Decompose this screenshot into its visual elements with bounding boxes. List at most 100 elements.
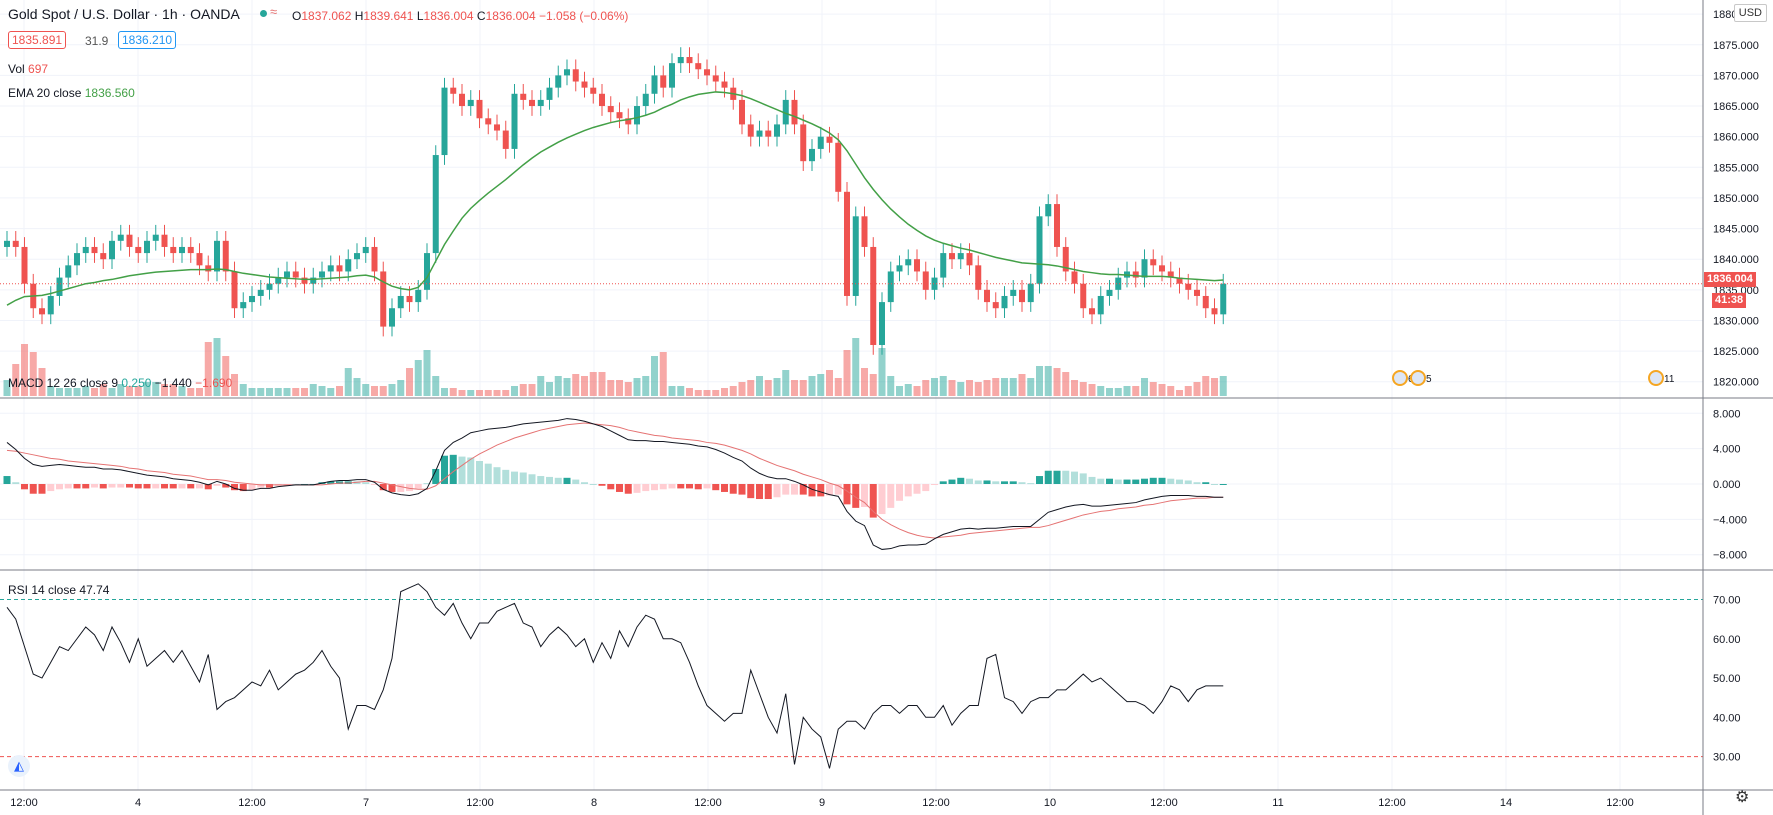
macd-legend[interactable]: MACD 12 26 close 9 0.250 −1.440 −1.690	[8, 376, 233, 390]
candle-body	[1045, 204, 1052, 217]
macd-histogram-bar	[782, 484, 790, 495]
volume-bar	[458, 390, 466, 396]
ema-legend[interactable]: EMA 20 close 1836.560	[8, 86, 135, 100]
macd-histogram-bar	[248, 484, 256, 491]
candle-body	[257, 289, 264, 296]
volume-bar	[73, 388, 81, 396]
candle-body	[476, 99, 483, 119]
volume-bar	[983, 380, 991, 396]
volume-legend[interactable]: Vol 697	[8, 62, 49, 76]
candle-body	[756, 130, 763, 137]
volume-bar	[939, 376, 947, 396]
volume-bar	[519, 384, 527, 396]
volume-bar	[826, 370, 833, 396]
candle-body	[56, 277, 63, 296]
tradingview-logo-icon[interactable]: ◭	[8, 755, 30, 777]
candle-body	[502, 130, 509, 149]
volume-bar	[274, 388, 282, 396]
x-tick-label: 10	[1044, 797, 1056, 809]
candle-body	[896, 265, 903, 272]
volume-bar	[441, 388, 448, 396]
candle-body	[800, 124, 807, 162]
volume-bar	[974, 382, 982, 396]
candle-body	[380, 271, 387, 327]
volume-bar	[1123, 386, 1131, 396]
macd-histogram-bar	[581, 482, 588, 484]
volume-bar	[686, 388, 693, 396]
volume-bar	[38, 368, 46, 396]
volume-bar	[292, 388, 300, 396]
volume-bar	[213, 338, 221, 396]
candle-body	[686, 57, 693, 64]
volume-bar	[196, 388, 203, 396]
macd-histogram-bar	[73, 484, 81, 489]
macd-histogram-bar	[257, 484, 265, 488]
candle-body	[109, 240, 115, 260]
macd-histogram-bar	[607, 484, 615, 490]
volume-bar	[134, 386, 142, 396]
macd-histogram-bar	[12, 482, 20, 484]
candle-body	[152, 234, 159, 241]
candle-body	[940, 253, 947, 278]
volume-bar	[887, 376, 895, 396]
macd-histogram-bar	[169, 484, 177, 489]
ema-line	[6, 91, 1224, 306]
candle-body	[774, 124, 780, 137]
candle-body	[74, 253, 80, 266]
volume-bar	[651, 356, 658, 396]
candle-body	[721, 81, 728, 88]
ask-price-button[interactable]: 1836.210	[118, 31, 177, 49]
y-tick-label: 8.000	[1713, 408, 1741, 420]
candle-body	[572, 69, 579, 82]
macd-histogram-bar	[747, 484, 755, 499]
macd-histogram-bar	[134, 484, 142, 489]
volume-bar	[747, 380, 755, 396]
volume-bar	[1114, 388, 1122, 396]
macd-histogram-bar	[1097, 478, 1105, 484]
macd-histogram-bar	[896, 484, 903, 501]
macd-histogram-bar	[791, 484, 798, 495]
y-tick-label: 1840.000	[1713, 254, 1759, 266]
candle-body	[1211, 308, 1218, 315]
macd-histogram-bar	[266, 484, 273, 488]
macd-histogram-bar	[1009, 481, 1017, 484]
candle-body	[240, 302, 247, 309]
volume-bar	[1044, 366, 1052, 396]
candle-body	[222, 240, 229, 272]
volume-bar	[773, 378, 781, 396]
macd-histogram-bar	[738, 484, 746, 495]
volume-bar	[318, 386, 326, 396]
rsi-legend[interactable]: RSI 14 close 47.74	[8, 583, 110, 597]
candle-body	[345, 259, 352, 272]
event-flag-5[interactable]: 5	[1410, 370, 1432, 387]
symbol-title[interactable]: Gold Spot / U.S. Dollar · 1h · OANDA	[8, 6, 240, 22]
macd-histogram-bar	[1053, 470, 1061, 484]
candle-body	[441, 87, 448, 156]
macd-histogram-bar	[1158, 477, 1166, 484]
compare-icon[interactable]: ≈	[270, 4, 278, 19]
bid-price-button[interactable]: 1835.891	[8, 31, 67, 49]
volume-bar	[1202, 376, 1210, 396]
candle-body	[424, 253, 430, 290]
volume-bar	[764, 380, 772, 396]
y-tick-label: 4.000	[1713, 444, 1741, 456]
volume-bar	[1176, 390, 1183, 396]
candle-body	[1071, 271, 1078, 284]
macd-histogram-bar	[397, 484, 405, 492]
macd-histogram-bar	[703, 484, 711, 489]
volume-bar	[414, 360, 422, 396]
volume-bar	[712, 390, 720, 396]
currency-button[interactable]: USD	[1733, 4, 1767, 22]
volume-bars	[3, 338, 1227, 396]
grid-lines	[0, 0, 1703, 790]
candle-body	[187, 246, 194, 254]
candle-body	[677, 57, 684, 64]
x-tick-label: 12:00	[238, 797, 266, 809]
volume-bar	[511, 386, 518, 396]
volume-bar	[931, 378, 938, 396]
macd-histogram-bar	[511, 471, 518, 484]
settings-gear-icon[interactable]: ⚙	[1735, 789, 1750, 806]
event-flag-11[interactable]: 11	[1648, 370, 1674, 387]
macd-histogram-bar	[537, 476, 545, 484]
macd-histogram-bar	[502, 469, 510, 484]
